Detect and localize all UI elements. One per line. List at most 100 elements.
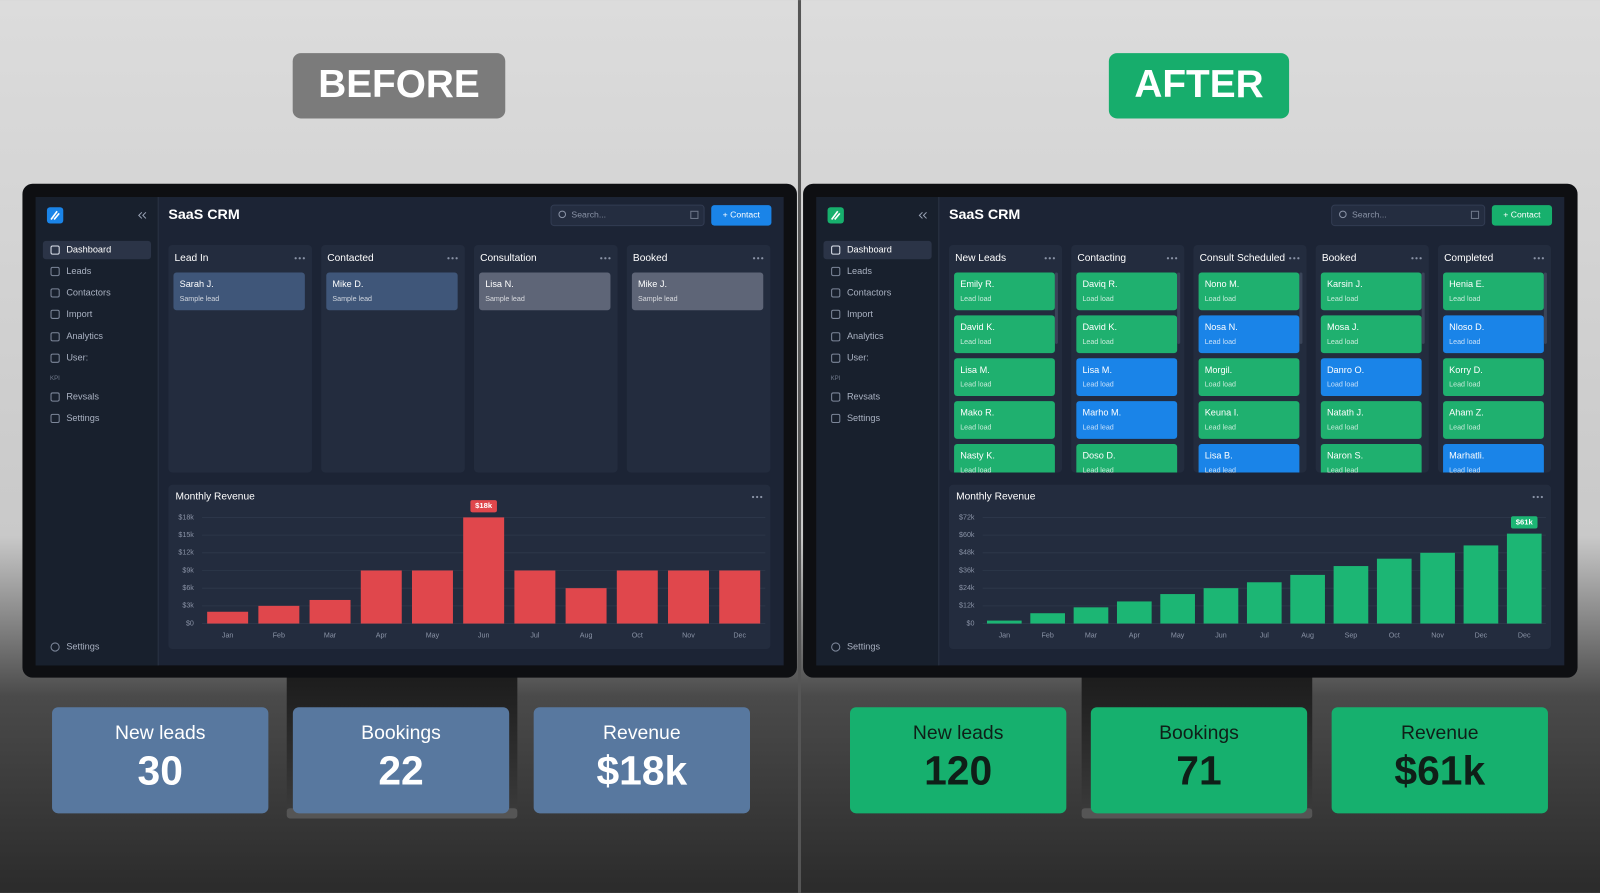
nav-icon[interactable] [831, 413, 841, 424]
lead-card[interactable] [954, 272, 1055, 311]
lead-sub[interactable]: Lead load [1449, 295, 1480, 303]
lead-card[interactable] [1320, 272, 1422, 311]
nav-icon[interactable] [50, 245, 60, 255]
lead-card[interactable] [1198, 401, 1300, 439]
nav-icon[interactable] [831, 392, 841, 402]
nav-item[interactable]: User: [847, 353, 869, 363]
nav-item[interactable]: User: [66, 353, 88, 363]
nav-icon[interactable] [50, 413, 60, 424]
lead-card[interactable] [1198, 272, 1300, 311]
lead-name[interactable]: Korry D. [1449, 365, 1483, 375]
lead-name[interactable]: Morgil. [1205, 365, 1233, 375]
nav-item[interactable]: Leads [66, 266, 91, 276]
lead-name[interactable]: Daviq R. [1082, 279, 1117, 289]
lead-card[interactable] [631, 272, 764, 311]
lead-name[interactable]: Emily R. [960, 279, 994, 289]
nav-item[interactable]: Settings [66, 413, 100, 423]
lead-card[interactable] [1320, 315, 1422, 354]
lead-card[interactable] [479, 272, 611, 311]
lead-card[interactable] [1076, 443, 1178, 482]
nav-icon[interactable] [50, 353, 60, 363]
lead-sub[interactable]: Lead lead [1205, 424, 1236, 432]
nav-item[interactable]: Contactors [847, 287, 892, 297]
lead-name[interactable]: Mike D. [332, 279, 363, 289]
contact-button-label[interactable]: + Contact [723, 210, 761, 220]
lead-card[interactable] [1198, 315, 1300, 354]
settings-icon[interactable] [831, 642, 841, 652]
lead-name[interactable]: Sarah J. [180, 279, 214, 289]
lead-name[interactable]: Nosa N. [1205, 322, 1238, 332]
lead-sub[interactable]: Lead load [1449, 338, 1480, 346]
search-box[interactable] [550, 204, 705, 227]
lead-sub[interactable]: Sample lead [180, 295, 220, 303]
nav-icon[interactable] [831, 353, 841, 363]
nav-item[interactable]: Dashboard [66, 244, 111, 254]
nav-icon[interactable] [831, 332, 841, 342]
lead-name[interactable]: Doso D. [1082, 451, 1115, 461]
lead-card[interactable] [173, 272, 305, 311]
lead-sub[interactable]: Lead lead [1082, 424, 1113, 432]
lead-sub[interactable]: Lead load [1327, 338, 1358, 346]
nav-item[interactable]: Leads [847, 266, 872, 276]
collapse-icon[interactable] [918, 211, 927, 219]
lead-name[interactable]: Mike J. [638, 279, 667, 289]
lead-card[interactable] [1320, 358, 1422, 396]
lead-sub[interactable]: Lead load [1327, 424, 1358, 432]
lead-card[interactable] [954, 358, 1055, 396]
lead-name[interactable]: Mako R. [960, 408, 994, 418]
nav-icon[interactable] [50, 392, 60, 402]
lead-sub[interactable]: Load load [1327, 381, 1358, 389]
lead-card[interactable] [1443, 315, 1544, 354]
search-box[interactable] [1331, 204, 1486, 227]
lead-card[interactable] [954, 443, 1055, 482]
nav-item[interactable]: Import [66, 309, 92, 319]
lead-sub[interactable]: Load load [1205, 381, 1236, 389]
lead-sub[interactable]: Lead load [960, 295, 991, 303]
nav-icon[interactable] [831, 288, 841, 298]
lead-card[interactable] [1443, 401, 1544, 439]
lead-card[interactable] [1443, 272, 1544, 311]
lead-sub[interactable]: Lead load [960, 466, 991, 474]
lead-sub[interactable]: Lead load [1082, 338, 1113, 346]
nav-item[interactable]: Settings [847, 413, 881, 423]
lead-name[interactable]: Nloso D. [1449, 322, 1484, 332]
lead-card[interactable] [1320, 401, 1422, 439]
lead-card[interactable] [954, 315, 1055, 354]
nav-icon[interactable] [831, 309, 841, 319]
nav-icon[interactable] [50, 309, 60, 319]
lead-card[interactable] [326, 272, 458, 311]
nav-icon[interactable] [50, 266, 60, 277]
lead-name[interactable]: Naron S. [1327, 451, 1363, 461]
lead-sub[interactable]: Sample lead [638, 295, 678, 303]
lead-name[interactable]: Marhatli. [1449, 451, 1484, 461]
lead-sub[interactable]: Lead load [960, 381, 991, 389]
lead-card[interactable] [1076, 358, 1178, 396]
nav-item[interactable]: Revsals [66, 391, 99, 401]
nav-item[interactable]: Import [847, 309, 873, 319]
lead-card[interactable] [1443, 358, 1544, 396]
lead-sub[interactable]: Lead load [1205, 338, 1236, 346]
lead-name[interactable]: Marho M. [1082, 408, 1121, 418]
settings-icon[interactable] [50, 642, 60, 652]
lead-card[interactable] [1443, 443, 1544, 482]
lead-name[interactable]: Natath J. [1327, 408, 1364, 418]
lead-name[interactable]: Danro O. [1327, 365, 1364, 375]
nav-icon[interactable] [50, 332, 60, 342]
lead-name[interactable]: David K. [960, 322, 995, 332]
lead-name[interactable]: Keuna I. [1205, 408, 1239, 418]
contact-button[interactable] [1491, 205, 1553, 226]
lead-name[interactable]: Karsin J. [1327, 279, 1363, 289]
lead-name[interactable]: Lisa B. [1205, 451, 1233, 461]
collapse-icon[interactable] [138, 211, 147, 219]
nav-icon[interactable] [831, 245, 841, 255]
lead-name[interactable]: Nono M. [1205, 279, 1240, 289]
lead-card[interactable] [954, 401, 1055, 439]
nav-icon[interactable] [831, 266, 841, 277]
nav-icon[interactable] [50, 288, 60, 298]
lead-sub[interactable]: Lead load [1082, 381, 1113, 389]
lead-sub[interactable]: Lead lead [1082, 466, 1113, 474]
lead-name[interactable]: Aham Z. [1449, 408, 1484, 418]
lead-card[interactable] [1320, 443, 1422, 482]
lead-card[interactable] [1076, 272, 1178, 311]
lead-sub[interactable]: Sample lead [332, 295, 372, 303]
